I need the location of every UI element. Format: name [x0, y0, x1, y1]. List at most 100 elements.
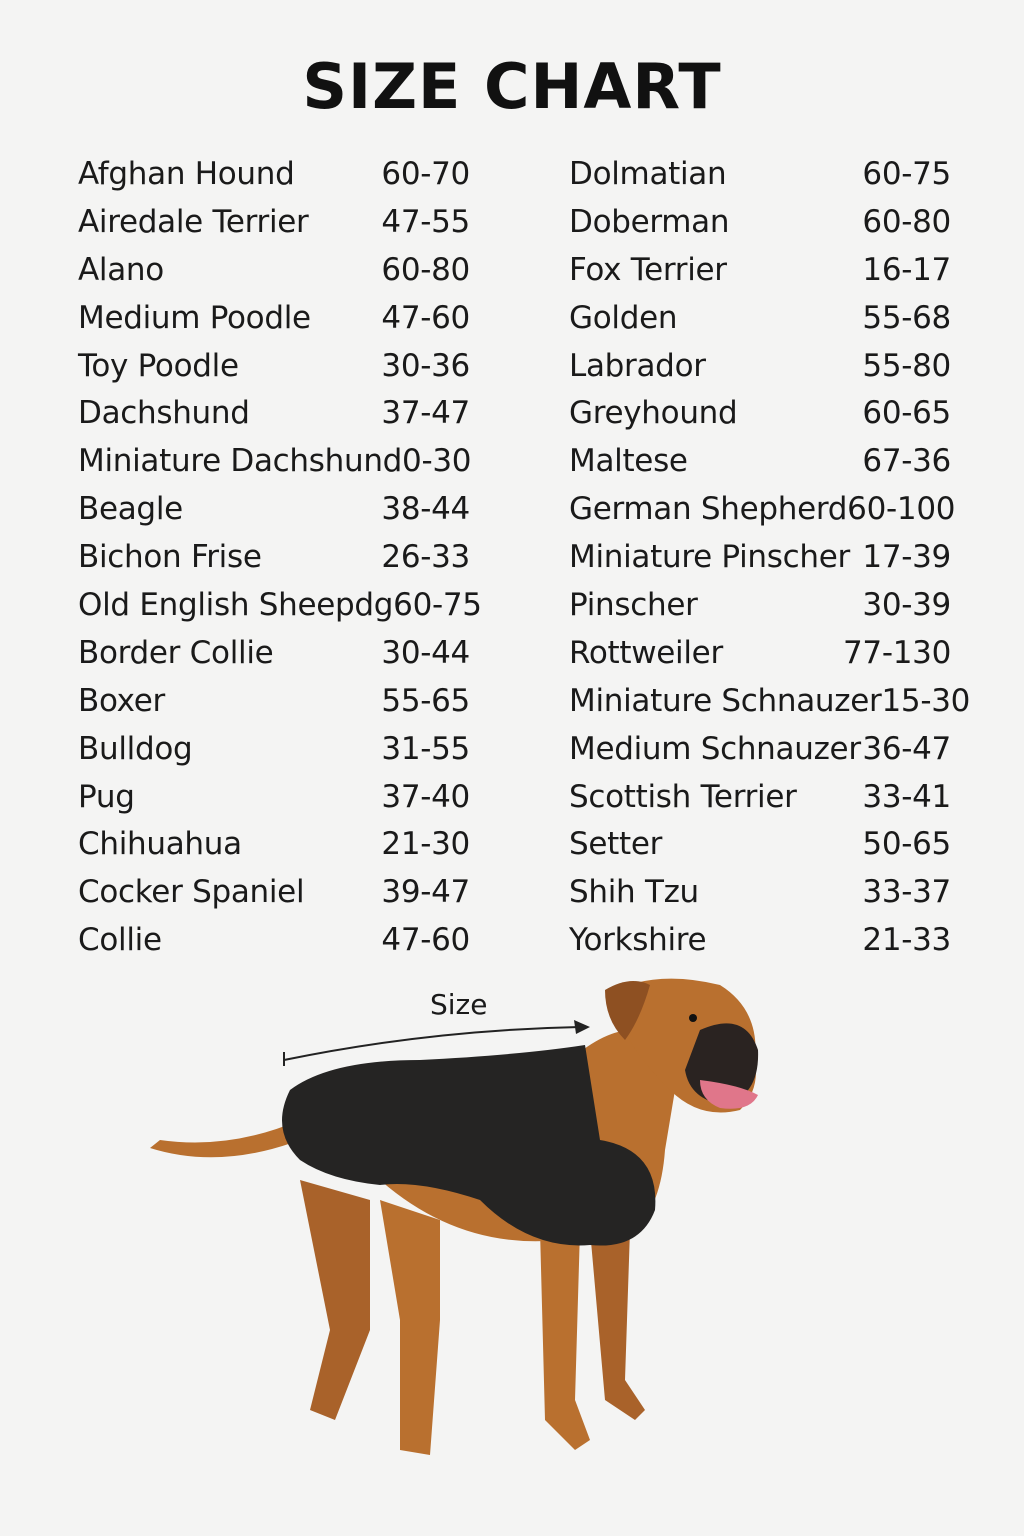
size-range: 55-68	[862, 299, 951, 336]
measure-label: Size	[430, 988, 488, 1021]
size-range: 15-30	[881, 682, 971, 719]
breed-name: Dachshund	[78, 395, 250, 432]
breed-name: Yorkshire	[569, 922, 707, 959]
table-row: Alano 60-80	[78, 246, 470, 294]
table-row: Collie 47-60	[78, 916, 470, 964]
table-row: Doberman 60-80	[569, 198, 951, 246]
breed-name: Medium Poodle	[78, 299, 311, 336]
breed-name: Afghan Hound	[78, 155, 295, 192]
table-row: Bulldog 31-55	[78, 725, 470, 773]
table-row: Border Collie 30-44	[78, 629, 470, 677]
table-row: Dolmatian 60-75	[569, 150, 951, 198]
breed-name: Collie	[78, 922, 162, 959]
size-range: 39-47	[381, 874, 470, 911]
size-range: 67-36	[862, 443, 951, 480]
dog-illustration	[150, 978, 759, 1455]
size-range: 33-37	[862, 874, 951, 911]
size-range: 16-17	[862, 251, 951, 288]
breed-name: Miniature Schnauzer	[569, 682, 882, 719]
size-range: 33-41	[862, 778, 951, 815]
breed-name: Pug	[78, 778, 135, 815]
breed-name: Shih Tzu	[569, 874, 699, 911]
table-row: Medium Poodle 47-60	[78, 294, 470, 342]
breed-name: Setter	[569, 826, 663, 863]
size-range: 47-60	[381, 299, 470, 336]
breed-name: Chihuahua	[78, 826, 242, 863]
table-row: Rottweiler 77-130	[569, 629, 951, 677]
breed-name: Old English Sheepdg	[78, 586, 394, 623]
table-row: Miniature Dachshund 0-30	[78, 437, 472, 485]
size-range: 30-44	[381, 634, 470, 671]
table-row: Medium Schnauzer 36-47	[569, 725, 951, 773]
breed-name: Doberman	[569, 203, 730, 240]
size-table-right: Dolmatian 60-75 Doberman 60-80 Fox Terrier 16…	[569, 150, 970, 964]
size-range: 50-65	[862, 826, 951, 863]
table-row: German Shepherd 60-100	[569, 485, 955, 533]
page-title: SIZE CHART	[302, 50, 722, 123]
size-range: 60-80	[381, 251, 470, 288]
breed-name: Border Collie	[78, 634, 274, 671]
breed-name: Beagle	[78, 491, 183, 528]
table-row: Labrador 55-80	[569, 342, 951, 390]
breed-name: Bichon Frise	[78, 539, 262, 576]
breed-name: Miniature Dachshund	[78, 443, 403, 480]
table-row: Shih Tzu 33-37	[569, 868, 951, 916]
size-range: 55-65	[381, 682, 470, 719]
size-range: 37-47	[381, 395, 470, 432]
size-range: 0-30	[402, 443, 472, 480]
size-range: 60-65	[862, 395, 951, 432]
breed-name: Maltese	[569, 443, 688, 480]
breed-name: Fox Terrier	[569, 251, 727, 288]
breed-name: Cocker Spaniel	[78, 874, 305, 911]
size-range: 17-39	[862, 539, 951, 576]
table-row: Toy Poodle 30-36	[78, 342, 470, 390]
table-row: Golden 55-68	[569, 294, 951, 342]
breed-name: Greyhound	[569, 395, 738, 432]
size-range: 77-130	[842, 634, 951, 671]
size-range: 47-60	[381, 922, 470, 959]
size-range: 55-80	[862, 347, 951, 384]
table-row: Beagle 38-44	[78, 485, 470, 533]
breed-name: Boxer	[78, 682, 165, 719]
table-row: Cocker Spaniel 39-47	[78, 868, 470, 916]
size-range: 38-44	[381, 491, 470, 528]
size-range: 60-80	[862, 203, 951, 240]
size-range: 21-33	[862, 922, 951, 959]
breed-name: Dolmatian	[569, 155, 727, 192]
table-row: Pinscher 30-39	[569, 581, 951, 629]
size-range: 30-36	[381, 347, 470, 384]
breed-name: Bulldog	[78, 730, 193, 767]
size-range: 26-33	[381, 539, 470, 576]
size-range: 30-39	[862, 586, 951, 623]
breed-name: Airedale Terrier	[78, 203, 309, 240]
table-row: Miniature Pinscher 17-39	[569, 533, 951, 581]
measure-arrow	[283, 1020, 590, 1066]
breed-name: Miniature Pinscher	[569, 539, 850, 576]
size-range: 21-30	[381, 826, 470, 863]
dog-figure	[150, 978, 759, 1455]
size-range: 60-70	[381, 155, 470, 192]
table-row: Scottish Terrier 33-41	[569, 773, 951, 821]
breed-name: Labrador	[569, 347, 706, 384]
table-row: Bichon Frise 26-33	[78, 533, 470, 581]
size-range: 60-100	[847, 491, 956, 528]
table-row: Yorkshire 21-33	[569, 916, 951, 964]
size-range: 60-75	[393, 586, 482, 623]
table-row: Miniature Schnauzer 15-30	[569, 677, 970, 725]
table-row: Chihuahua 21-30	[78, 820, 470, 868]
table-row: Pug 37-40	[78, 773, 470, 821]
table-row: Setter 50-65	[569, 820, 951, 868]
size-range: 31-55	[381, 730, 470, 767]
table-row: Dachshund 37-47	[78, 389, 470, 437]
size-range: 36-47	[862, 730, 951, 767]
breed-name: Medium Schnauzer	[569, 730, 861, 767]
table-row: Boxer 55-65	[78, 677, 470, 725]
breed-name: Toy Poodle	[78, 347, 239, 384]
breed-name: Rottweiler	[569, 634, 723, 671]
breed-name: German Shepherd	[569, 491, 848, 528]
breed-name: Alano	[78, 251, 164, 288]
breed-name: Pinscher	[569, 586, 698, 623]
table-row: Airedale Terrier 47-55	[78, 198, 470, 246]
size-table-left: Afghan Hound 60-70 Airedale Terrier 47-55 Al…	[78, 150, 482, 964]
table-row: Afghan Hound 60-70	[78, 150, 470, 198]
